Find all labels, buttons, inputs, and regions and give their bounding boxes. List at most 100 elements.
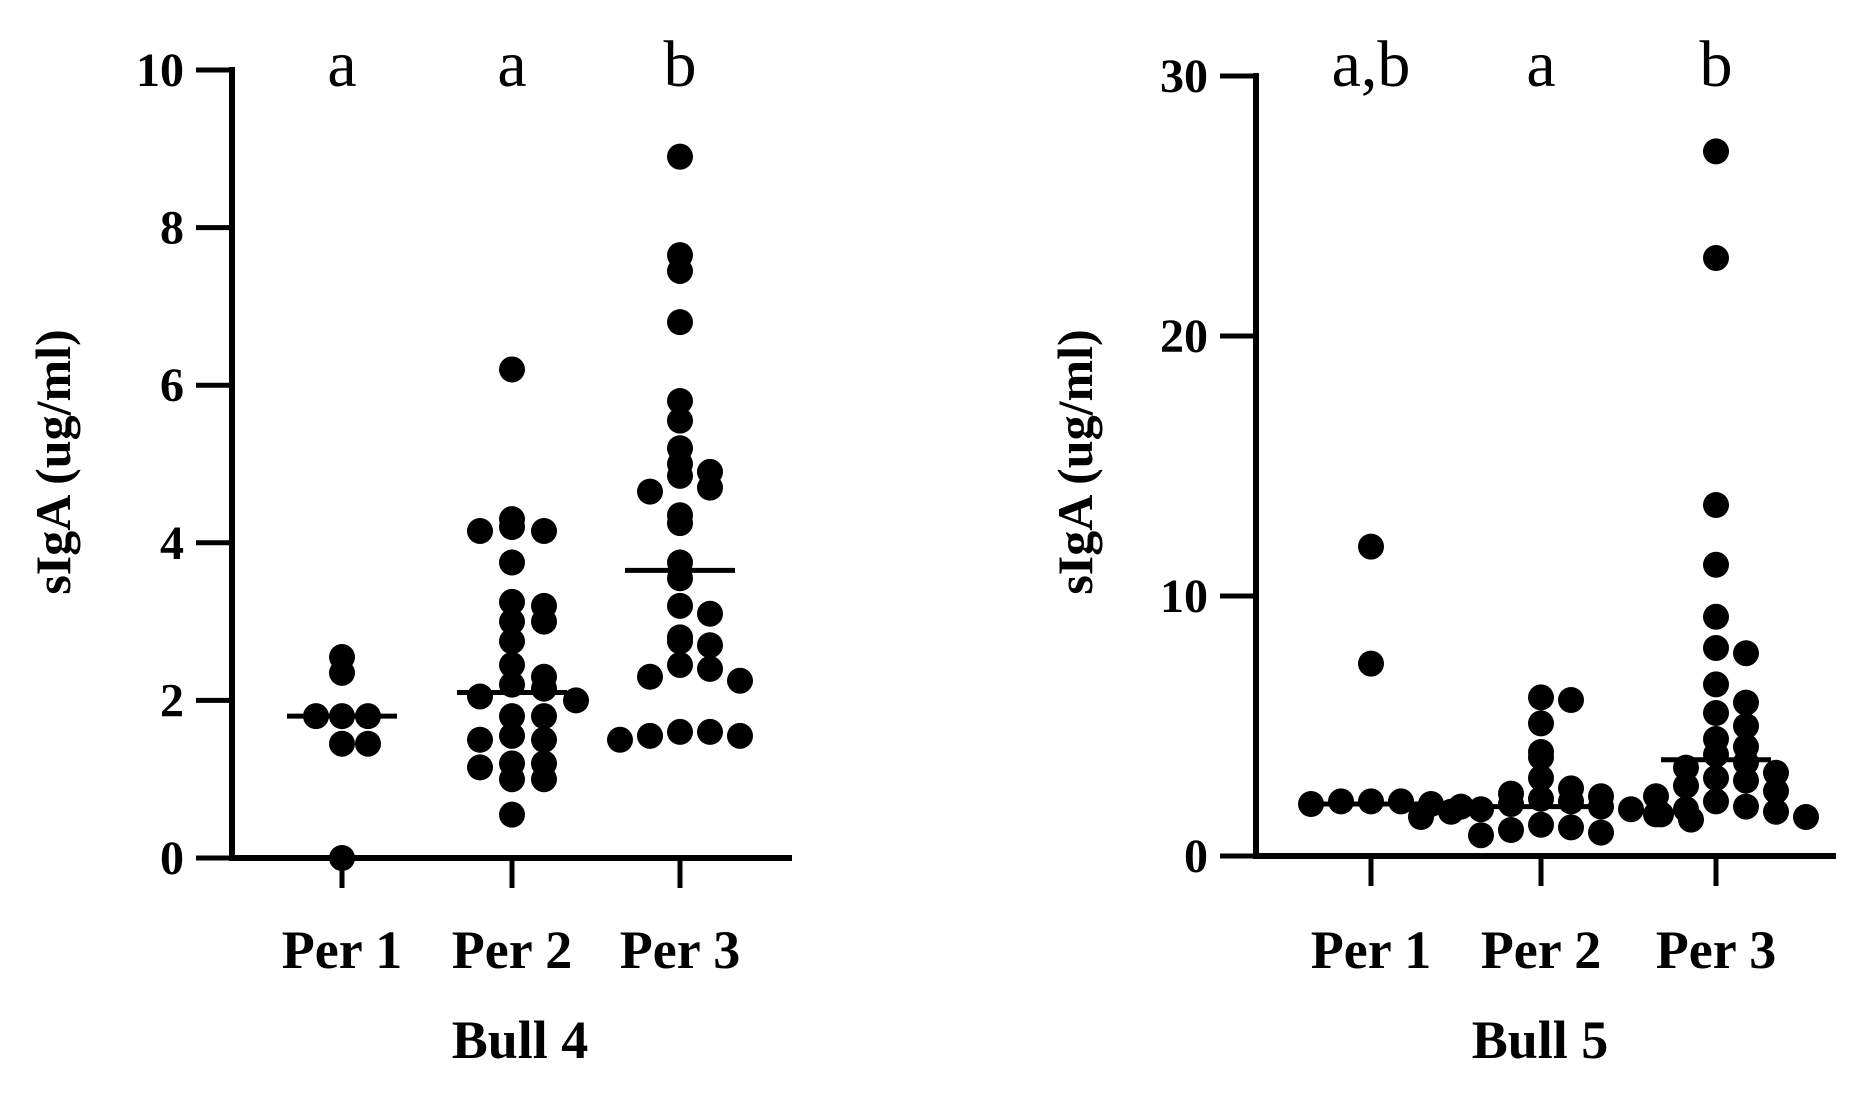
y-tick-label: 4	[160, 517, 184, 570]
data-point	[499, 514, 525, 541]
y-axis-label: sIgA (ug/ml)	[1047, 329, 1103, 594]
data-point	[1408, 804, 1434, 830]
data-point	[1733, 640, 1759, 667]
data-point	[1358, 533, 1384, 560]
data-point	[1643, 783, 1669, 810]
data-point	[531, 675, 557, 702]
data-point	[1358, 650, 1384, 677]
x-tick-label: Per 3	[1656, 920, 1776, 980]
data-point	[667, 407, 693, 434]
data-point	[1528, 744, 1554, 771]
data-point	[531, 703, 557, 730]
data-point	[1298, 791, 1324, 817]
significance-letter: a	[1526, 28, 1555, 101]
data-point	[1558, 788, 1584, 815]
data-point	[499, 549, 525, 576]
x-tick-label: Per 3	[620, 920, 740, 980]
data-point	[499, 703, 525, 730]
data-point	[329, 730, 355, 757]
data-point	[499, 766, 525, 793]
data-point	[499, 801, 525, 828]
data-point	[531, 517, 557, 544]
data-point	[467, 683, 493, 710]
data-point	[329, 845, 355, 871]
data-point	[1328, 788, 1354, 815]
significance-letter: b	[664, 28, 697, 101]
y-tick-label: 2	[160, 674, 184, 727]
data-point	[1468, 822, 1494, 849]
y-tick-label: 8	[160, 202, 184, 255]
data-point	[697, 600, 723, 627]
data-point	[1703, 700, 1729, 726]
data-point	[697, 655, 723, 682]
data-point	[667, 651, 693, 678]
significance-letter: a,b	[1332, 28, 1411, 101]
y-tick-label: 6	[160, 359, 184, 412]
data-point	[1703, 788, 1729, 815]
data-point	[1703, 765, 1729, 791]
data-point	[1763, 778, 1789, 804]
data-point	[563, 687, 589, 714]
data-point	[531, 726, 557, 753]
panel-bull-4: sIgA (ug/ml) Bull 4 0 2 4 6 8 10 Per 1 a Per 2 a P…	[25, 28, 792, 1070]
data-point	[1763, 798, 1789, 825]
data-point	[1618, 796, 1644, 823]
data-point	[1733, 749, 1759, 776]
data-point	[637, 722, 663, 749]
data-point	[607, 726, 633, 753]
data-point	[1733, 767, 1759, 794]
significance-letter: a	[327, 28, 356, 101]
data-point	[1703, 635, 1729, 661]
data-point	[637, 478, 663, 505]
data-point	[1588, 819, 1614, 846]
data-point	[667, 592, 693, 619]
x-tick-label: Per 1	[1311, 920, 1431, 980]
data-point	[1643, 801, 1669, 828]
data-point	[1558, 687, 1584, 713]
data-point	[727, 722, 753, 749]
data-point	[1703, 603, 1729, 630]
data-point	[499, 588, 525, 615]
data-point	[467, 726, 493, 753]
data-point	[1703, 138, 1729, 165]
data-point	[329, 659, 355, 686]
data-point	[1388, 788, 1414, 815]
data-point	[697, 632, 723, 659]
data-point	[1703, 551, 1729, 578]
significance-letter: a	[497, 28, 526, 101]
data-point	[1498, 817, 1524, 843]
x-axis-title: Bull 5	[1472, 1010, 1609, 1070]
x-axis-title: Bull 4	[452, 1010, 589, 1070]
data-point	[531, 766, 557, 793]
panel-bull-5: sIgA (ug/ml) Bull 5 0 10 20 30 Per 1 a,b Per 2…	[1047, 28, 1836, 1070]
data-point	[667, 462, 693, 489]
data-point	[1588, 793, 1614, 820]
data-point	[467, 754, 493, 781]
data-point	[1763, 759, 1789, 786]
y-tick-label: 0	[160, 832, 184, 885]
data-point	[637, 663, 663, 690]
x-tick-label: Per 2	[1481, 920, 1601, 980]
data-point	[1468, 796, 1494, 823]
data-point	[531, 608, 557, 635]
data-point	[667, 510, 693, 537]
y-axis-label: sIgA (ug/ml)	[25, 329, 81, 594]
data-point	[1733, 793, 1759, 820]
data-point	[1703, 671, 1729, 698]
data-point	[1673, 772, 1699, 799]
significance-letter: b	[1700, 28, 1733, 101]
data-point	[499, 628, 525, 655]
data-point	[727, 667, 753, 694]
data-point	[1358, 788, 1384, 815]
y-tick-label: 30	[1160, 50, 1208, 103]
x-tick-label: Per 1	[282, 920, 402, 980]
data-point	[499, 356, 525, 383]
data-point	[667, 718, 693, 745]
data-point	[1528, 684, 1554, 711]
data-point	[1558, 814, 1584, 841]
y-tick-label: 20	[1160, 310, 1208, 363]
y-tick-label: 10	[136, 44, 184, 97]
data-point	[1703, 245, 1729, 271]
